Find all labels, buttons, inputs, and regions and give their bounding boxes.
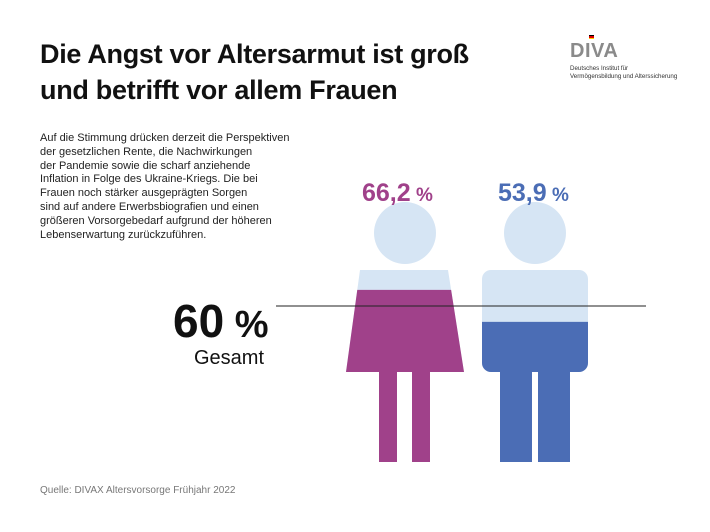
data-label-frauen: 66,2 % [362,178,433,211]
page-title: Die Angst vor Altersarmut ist groß und b… [40,36,520,108]
description-line: der gesetzlichen Rente, die Nachwirkunge… [40,145,253,158]
bar-frauen [346,289,464,462]
flag-stripe-black [589,35,594,37]
data-label-maenner-unit: % [547,185,569,206]
description-line: der Pandemie sowie die scharf anziehende [40,159,251,172]
description-text: Auf die Stimmung drücken derzeit die Per… [40,132,310,242]
total-unit-symbol: % [234,304,269,346]
german-flag-icon [589,35,594,40]
man-figure [482,202,588,462]
description-line: Inflation in Folge des Ukraine-Kriegs. D… [40,173,258,186]
diva-logo: DIVA Deutsches Institut für Vermögensbil… [570,35,700,80]
flag-stripe-red [589,36,594,38]
percent-symbol: % [415,185,433,206]
title-line-2: und betrifft vor allem Frauen [40,75,398,105]
logo-subtitle-line-1: Deutsches Institut für [570,65,629,72]
bar-maenner [482,321,588,462]
data-label-frauen-unit: % [411,185,433,206]
flag-stripe-gold [589,37,594,40]
logo-subtitle-line-2: Vermögensbildung und Alterssicherung [570,72,678,80]
title-line-1: Die Angst vor Altersarmut ist groß [40,39,469,69]
total-label: Gesamt [194,347,265,369]
total-value-unit: % [224,304,269,346]
description-line: größeren Vorsorgebedarf aufgrund der höh… [40,214,272,227]
data-label-maenner-value: 53,9 [498,179,547,207]
logo-subtitle: Deutsches Institut für Vermögensbildung … [570,65,700,80]
percent-symbol: % [551,185,569,206]
description-line: Frauen noch stärker ausgeprägten Sorgen [40,187,248,200]
description-line: Auf die Stimmung drücken derzeit die Per… [40,132,290,144]
source-note: Quelle: DIVAX Altersvorsorge Frühjahr 20… [40,485,236,496]
total-value-number: 60 [173,295,225,347]
woman-figure [346,202,464,462]
data-label-frauen-value: 66,2 [362,179,411,207]
total-value: 60 % [173,296,269,350]
description-line: Lebenserwartung zurückzuführen. [40,228,207,241]
description-line: sind auf andere Erwerbsbiografien und ei… [40,200,259,213]
data-label-maenner: 53,9 % [498,178,569,211]
logo-wordmark: DIVA [570,40,619,62]
